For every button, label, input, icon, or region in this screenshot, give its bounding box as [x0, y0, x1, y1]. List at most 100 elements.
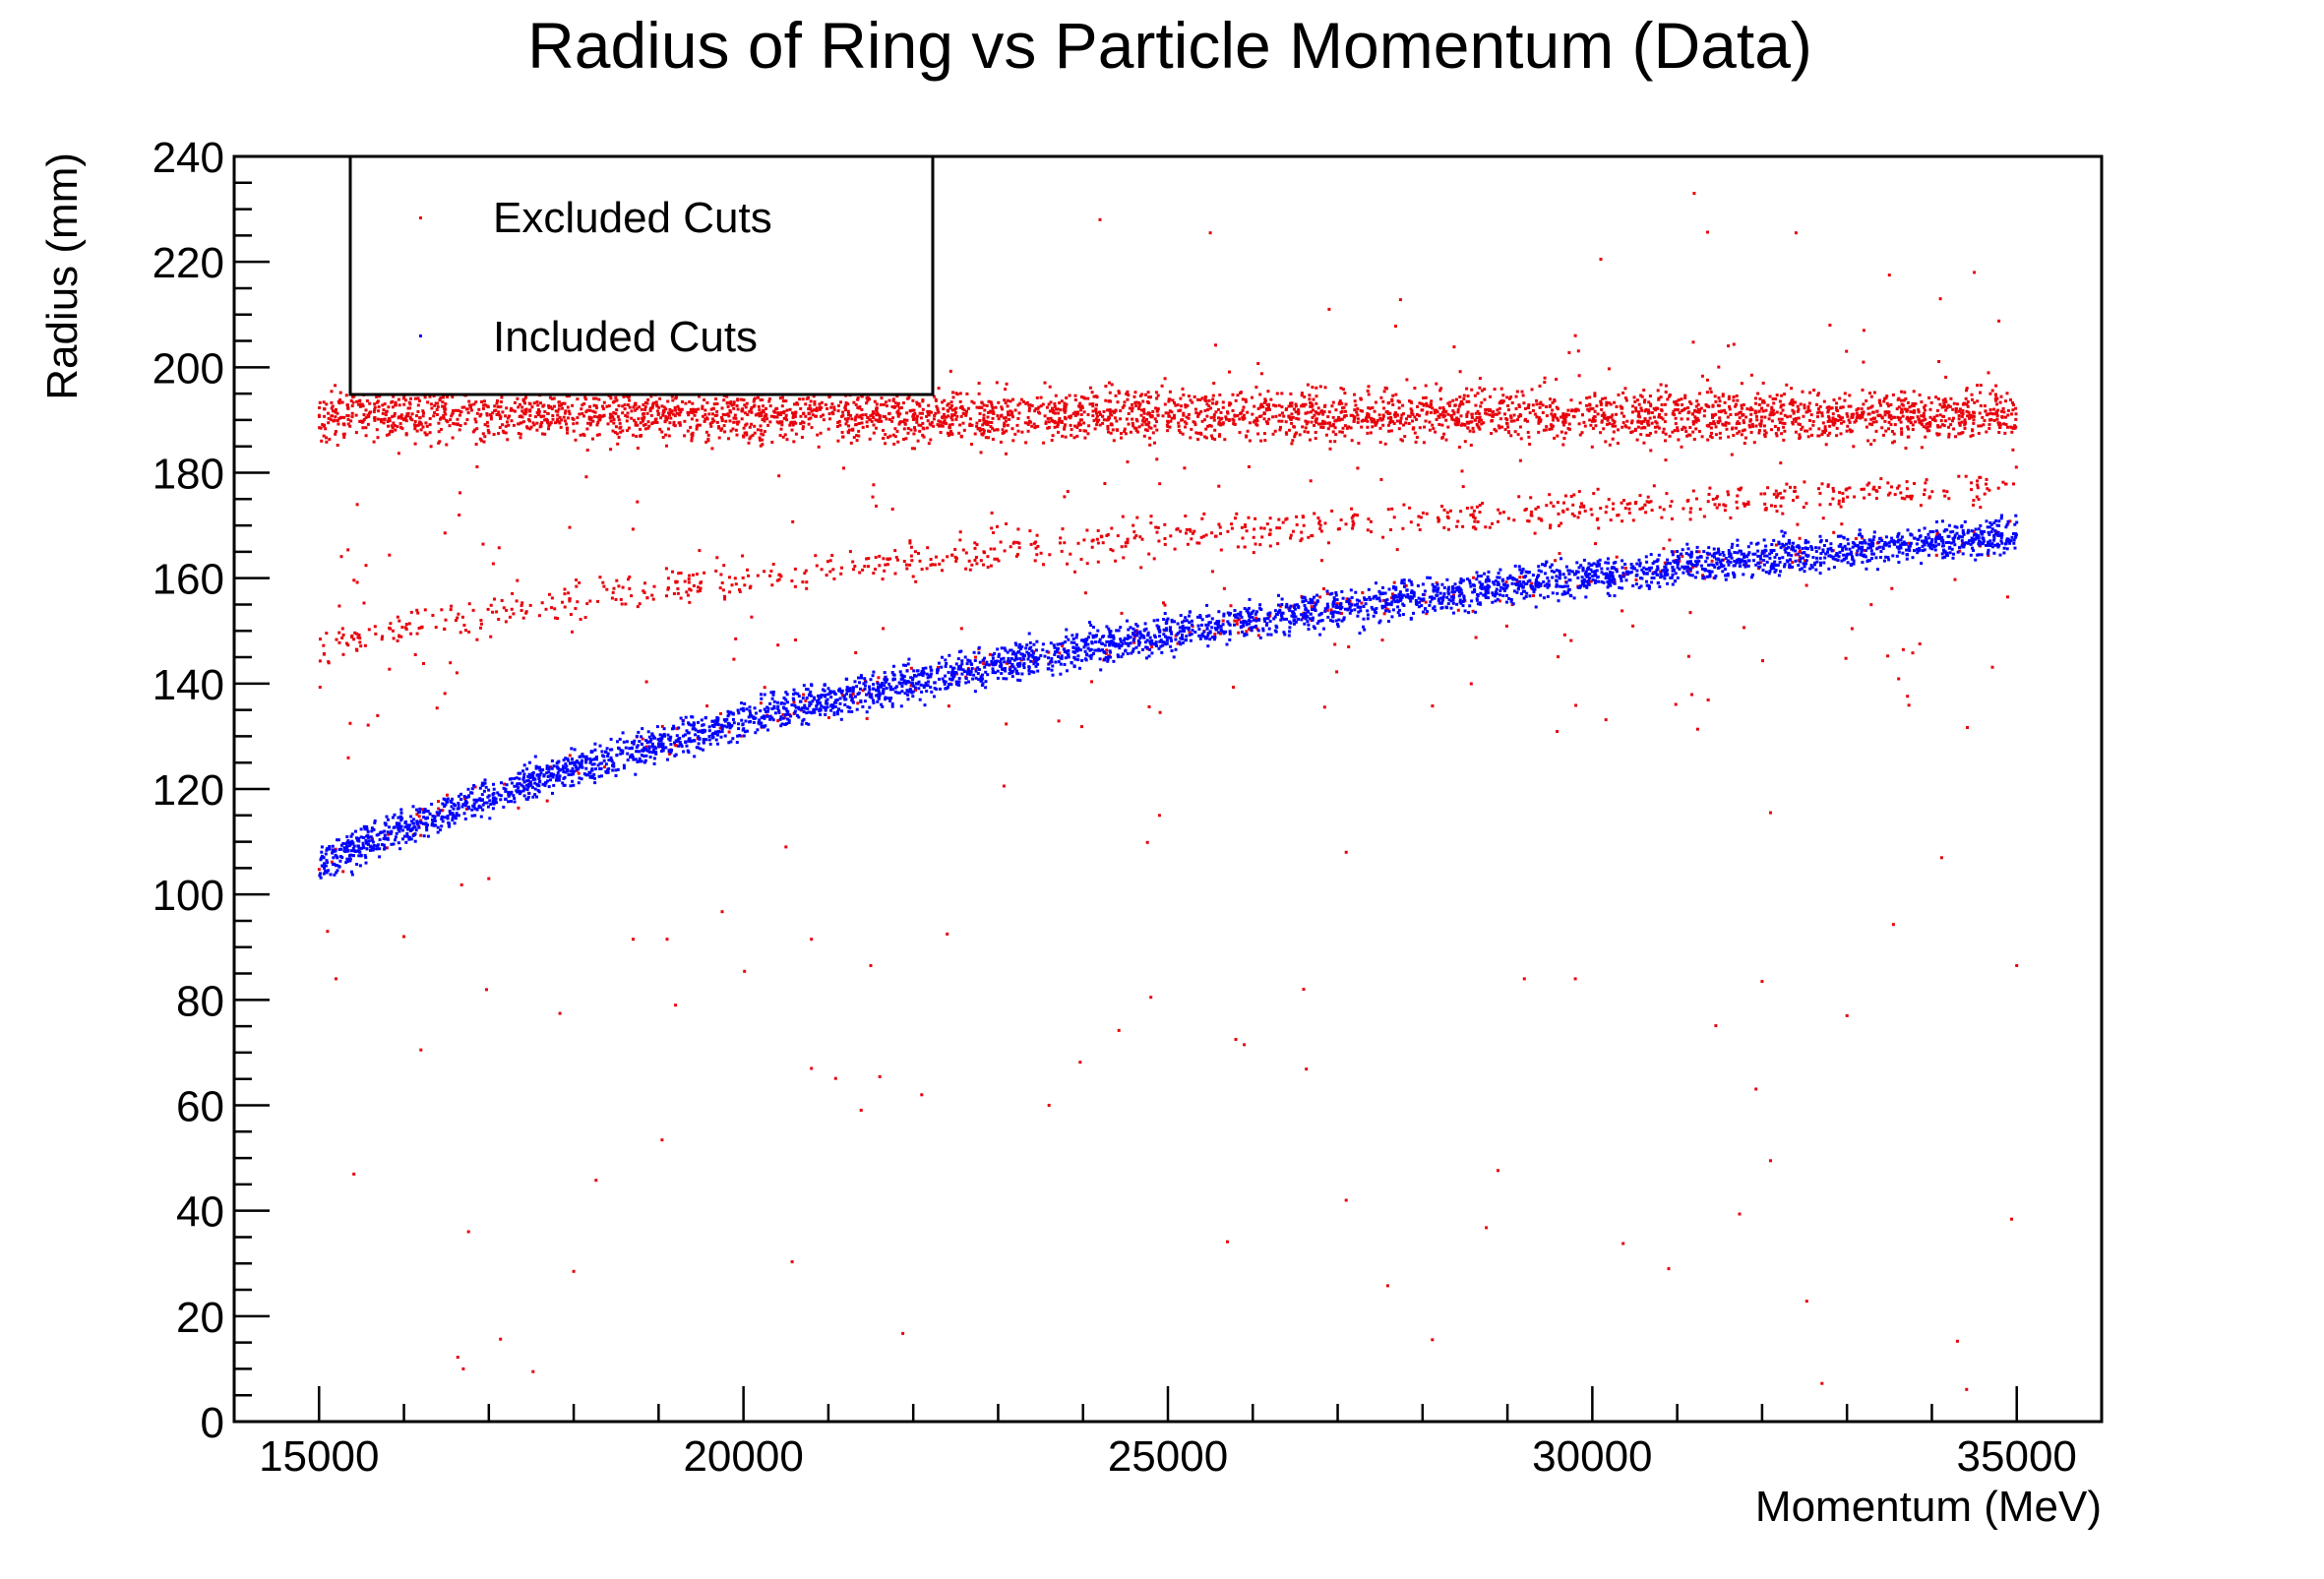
- excluded-cuts-point: [736, 397, 740, 401]
- excluded-cuts-point: [382, 421, 386, 425]
- excluded-cuts-point: [1780, 417, 1784, 421]
- excluded-cuts-point: [1166, 429, 1170, 433]
- excluded-cuts-point: [1006, 410, 1009, 414]
- excluded-cuts-point: [1850, 627, 1854, 631]
- excluded-cuts-point: [1737, 487, 1741, 491]
- excluded-cuts-point: [743, 403, 747, 407]
- excluded-cuts-point: [1509, 395, 1513, 399]
- excluded-cuts-point: [1302, 404, 1306, 408]
- excluded-cuts-point: [413, 653, 417, 656]
- excluded-cuts-point: [1743, 626, 1745, 630]
- excluded-cuts-point: [909, 554, 913, 558]
- excluded-cuts-point: [342, 435, 346, 439]
- excluded-cuts-point: [857, 429, 861, 433]
- excluded-cuts-point: [1304, 419, 1308, 423]
- excluded-cuts-point: [986, 415, 990, 419]
- excluded-cuts-point: [734, 416, 738, 420]
- excluded-cuts-point: [723, 430, 727, 434]
- excluded-cuts-point: [1972, 503, 1975, 507]
- excluded-cuts-point: [469, 405, 472, 409]
- excluded-cuts-point: [467, 399, 471, 403]
- excluded-cuts-point: [1304, 411, 1308, 415]
- excluded-cuts-point: [441, 809, 445, 813]
- excluded-cuts-point: [987, 399, 991, 403]
- excluded-cuts-point: [374, 632, 378, 636]
- excluded-cuts-point: [1252, 551, 1255, 555]
- excluded-cuts-point: [1365, 416, 1369, 420]
- excluded-cuts-point: [361, 426, 365, 430]
- excluded-cuts-point: [434, 401, 438, 405]
- excluded-cuts-point: [1898, 416, 1902, 420]
- excluded-cuts-point: [759, 424, 763, 428]
- excluded-cuts-point: [727, 414, 731, 418]
- excluded-cuts-point: [734, 637, 738, 640]
- excluded-cuts-point: [1185, 415, 1189, 419]
- excluded-cuts-point: [852, 400, 856, 404]
- excluded-cuts-point: [722, 424, 726, 428]
- excluded-cuts-point: [1548, 427, 1552, 431]
- excluded-cuts-point: [1849, 404, 1853, 408]
- excluded-cuts-point: [356, 402, 360, 406]
- excluded-cuts-point: [603, 765, 607, 769]
- excluded-cuts-point: [869, 418, 873, 422]
- excluded-cuts-point: [1799, 402, 1803, 406]
- excluded-cuts-point: [1783, 422, 1787, 425]
- excluded-cuts-point: [874, 418, 878, 422]
- excluded-cuts-point: [891, 416, 895, 420]
- excluded-cuts-point: [950, 413, 954, 417]
- excluded-cuts-point: [595, 423, 599, 427]
- excluded-cuts-point: [1816, 407, 1820, 411]
- excluded-cuts-point: [1700, 374, 1704, 378]
- excluded-cuts-point: [830, 554, 834, 557]
- excluded-cuts-point: [1064, 435, 1068, 439]
- excluded-cuts-point: [1392, 580, 1396, 584]
- excluded-cuts-point: [1909, 494, 1913, 498]
- excluded-cuts-point: [433, 403, 437, 407]
- excluded-cuts-point: [1026, 429, 1030, 433]
- excluded-cuts-point: [528, 409, 532, 413]
- excluded-cuts-point: [1692, 192, 1696, 195]
- excluded-cuts-point: [1132, 395, 1136, 398]
- excluded-cuts-point: [914, 689, 917, 692]
- excluded-cuts-point: [750, 615, 754, 619]
- excluded-cuts-point: [486, 607, 490, 611]
- excluded-cuts-point: [1995, 414, 1999, 418]
- excluded-cuts-point: [419, 819, 423, 822]
- excluded-cuts-point: [793, 584, 797, 588]
- excluded-cuts-point: [1589, 423, 1593, 427]
- excluded-cuts-point: [1638, 415, 1642, 419]
- excluded-cuts-point: [1096, 528, 1100, 532]
- excluded-cuts-point: [1691, 430, 1695, 434]
- excluded-cuts-point: [890, 419, 893, 423]
- excluded-cuts-point: [1983, 492, 1987, 496]
- excluded-cuts-point: [953, 410, 957, 414]
- excluded-cuts-point: [1785, 482, 1789, 486]
- excluded-cuts-point: [1104, 385, 1108, 388]
- excluded-cuts-point: [809, 416, 813, 420]
- excluded-cuts-point: [1474, 527, 1478, 531]
- excluded-cuts-point: [1328, 421, 1332, 425]
- excluded-cuts-point: [1772, 412, 1776, 416]
- excluded-cuts-point: [2000, 409, 2003, 413]
- excluded-cuts-point: [1640, 426, 1644, 430]
- excluded-cuts-point: [1614, 424, 1618, 428]
- excluded-cuts-point: [1645, 433, 1649, 437]
- excluded-cuts-point: [1539, 419, 1543, 423]
- excluded-cuts-point: [1328, 424, 1332, 428]
- excluded-cuts-point: [1191, 531, 1194, 535]
- excluded-cuts-point: [707, 412, 711, 416]
- excluded-cuts-point: [361, 404, 365, 408]
- excluded-cuts-point: [469, 408, 473, 412]
- excluded-cuts-point: [375, 400, 379, 404]
- excluded-cuts-point: [740, 417, 744, 421]
- excluded-cuts-point: [1394, 393, 1398, 396]
- excluded-cuts-point: [777, 474, 781, 478]
- excluded-cuts-point: [826, 560, 829, 564]
- excluded-cuts-point: [1277, 419, 1281, 423]
- excluded-cuts-point: [902, 438, 905, 441]
- excluded-cuts-point: [621, 585, 625, 589]
- excluded-cuts-point: [1995, 412, 1999, 416]
- excluded-cuts-point: [1918, 642, 1922, 645]
- excluded-cuts-point: [1623, 387, 1627, 391]
- excluded-cuts-point: [1943, 494, 1947, 498]
